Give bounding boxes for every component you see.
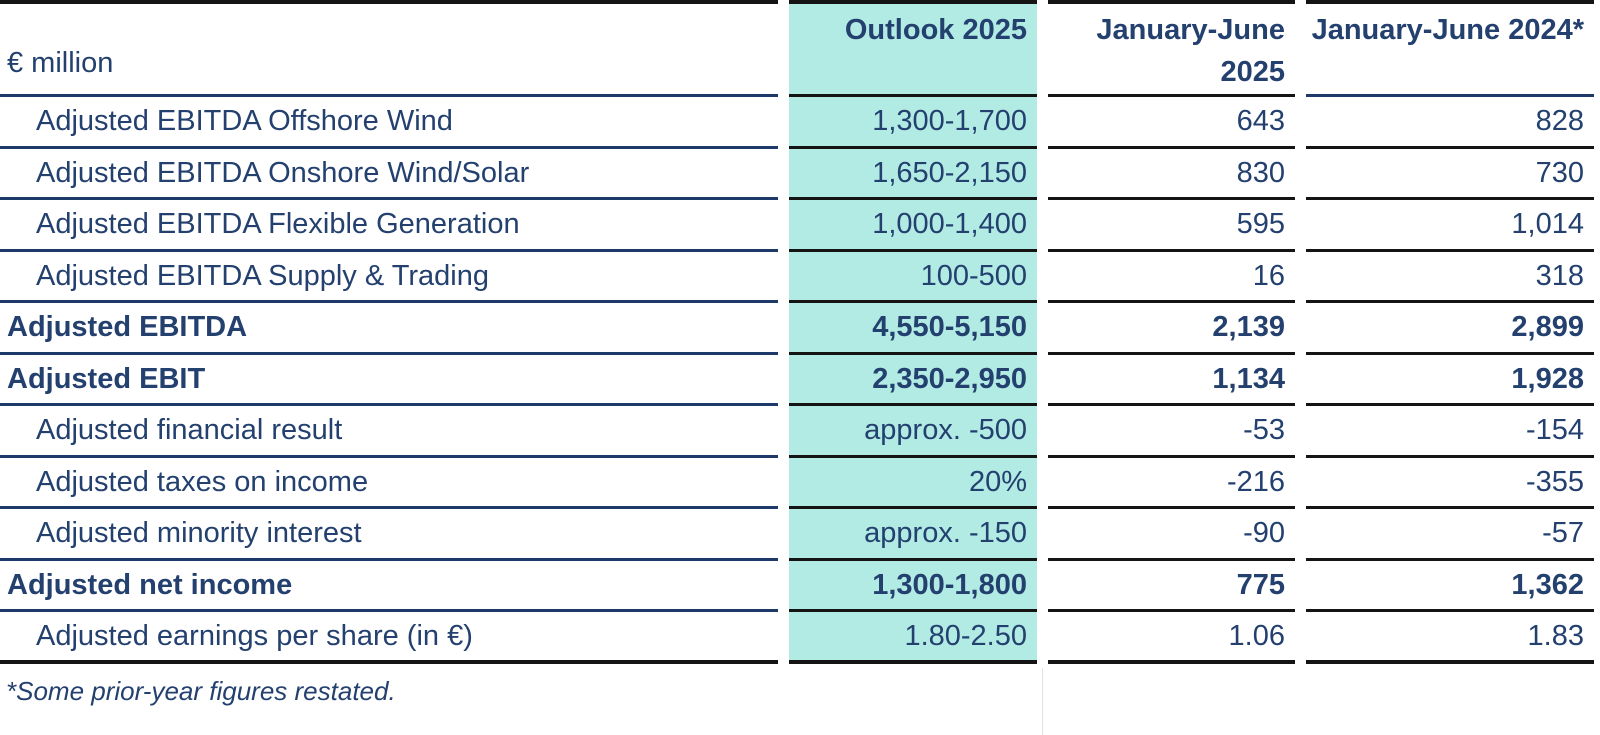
cell-h1-2024: 1,362 xyxy=(1306,560,1594,612)
row-label: Adjusted EBITDA Offshore Wind xyxy=(0,97,778,149)
cell-h1-2025: 1.06 xyxy=(1048,612,1295,664)
row-label: Adjusted EBITDA xyxy=(0,303,778,355)
cell-h1-2024: 318 xyxy=(1306,251,1594,303)
row-label: Adjusted EBIT xyxy=(0,354,778,406)
row-label: Adjusted net income xyxy=(0,560,778,612)
cell-h1-2024: 1.83 xyxy=(1306,612,1594,664)
cell-h1-2025: 830 xyxy=(1048,148,1295,200)
cell-h1-2025: 775 xyxy=(1048,560,1295,612)
cell-h1-2025: 643 xyxy=(1048,97,1295,149)
cell-outlook: 4,550-5,150 xyxy=(789,303,1037,355)
cell-outlook: 1.80-2.50 xyxy=(789,612,1037,664)
cell-h1-2025: 16 xyxy=(1048,251,1295,303)
cell-h1-2025: -90 xyxy=(1048,509,1295,561)
financial-table: € million Outlook 2025 January-June 2025… xyxy=(0,0,1594,664)
row-label: Adjusted financial result xyxy=(0,406,778,458)
cell-h1-2024: 828 xyxy=(1306,97,1594,149)
cell-outlook: 1,000-1,400 xyxy=(789,200,1037,252)
cell-h1-2024: -154 xyxy=(1306,406,1594,458)
cell-outlook: 2,350-2,950 xyxy=(789,354,1037,406)
row-label: Adjusted earnings per share (in €) xyxy=(0,612,778,664)
footnote: *Some prior-year figures restated. xyxy=(6,675,396,706)
cell-h1-2024: 1,014 xyxy=(1306,200,1594,252)
cell-h1-2024: -57 xyxy=(1306,509,1594,561)
cell-outlook: 20% xyxy=(789,457,1037,509)
column-header-outlook-2025: Outlook 2025 xyxy=(789,0,1037,97)
cell-h1-2025: -53 xyxy=(1048,406,1295,458)
column-header-january-june-2025: January-June 2025 xyxy=(1048,0,1295,97)
cell-outlook: 1,300-1,700 xyxy=(789,97,1037,149)
row-label: Adjusted EBITDA Supply & Trading xyxy=(0,251,778,303)
cell-outlook: 1,300-1,800 xyxy=(789,560,1037,612)
cell-h1-2025: 1,134 xyxy=(1048,354,1295,406)
row-label: Adjusted taxes on income xyxy=(0,457,778,509)
cell-outlook: approx. -500 xyxy=(789,406,1037,458)
cell-outlook: approx. -150 xyxy=(789,509,1037,561)
row-label: Adjusted minority interest xyxy=(0,509,778,561)
column-header-january-june-2024: January-June 2024* xyxy=(1306,0,1594,97)
cell-h1-2024: 2,899 xyxy=(1306,303,1594,355)
column-divider-line xyxy=(1042,668,1043,735)
row-label: Adjusted EBITDA Onshore Wind/Solar xyxy=(0,148,778,200)
cell-h1-2025: -216 xyxy=(1048,457,1295,509)
cell-outlook: 100-500 xyxy=(789,251,1037,303)
cell-h1-2024: 1,928 xyxy=(1306,354,1594,406)
cell-h1-2025: 2,139 xyxy=(1048,303,1295,355)
cell-outlook: 1,650-2,150 xyxy=(789,148,1037,200)
row-label: Adjusted EBITDA Flexible Generation xyxy=(0,200,778,252)
unit-label: € million xyxy=(0,0,778,97)
cell-h1-2025: 595 xyxy=(1048,200,1295,252)
cell-h1-2024: 730 xyxy=(1306,148,1594,200)
cell-h1-2024: -355 xyxy=(1306,457,1594,509)
